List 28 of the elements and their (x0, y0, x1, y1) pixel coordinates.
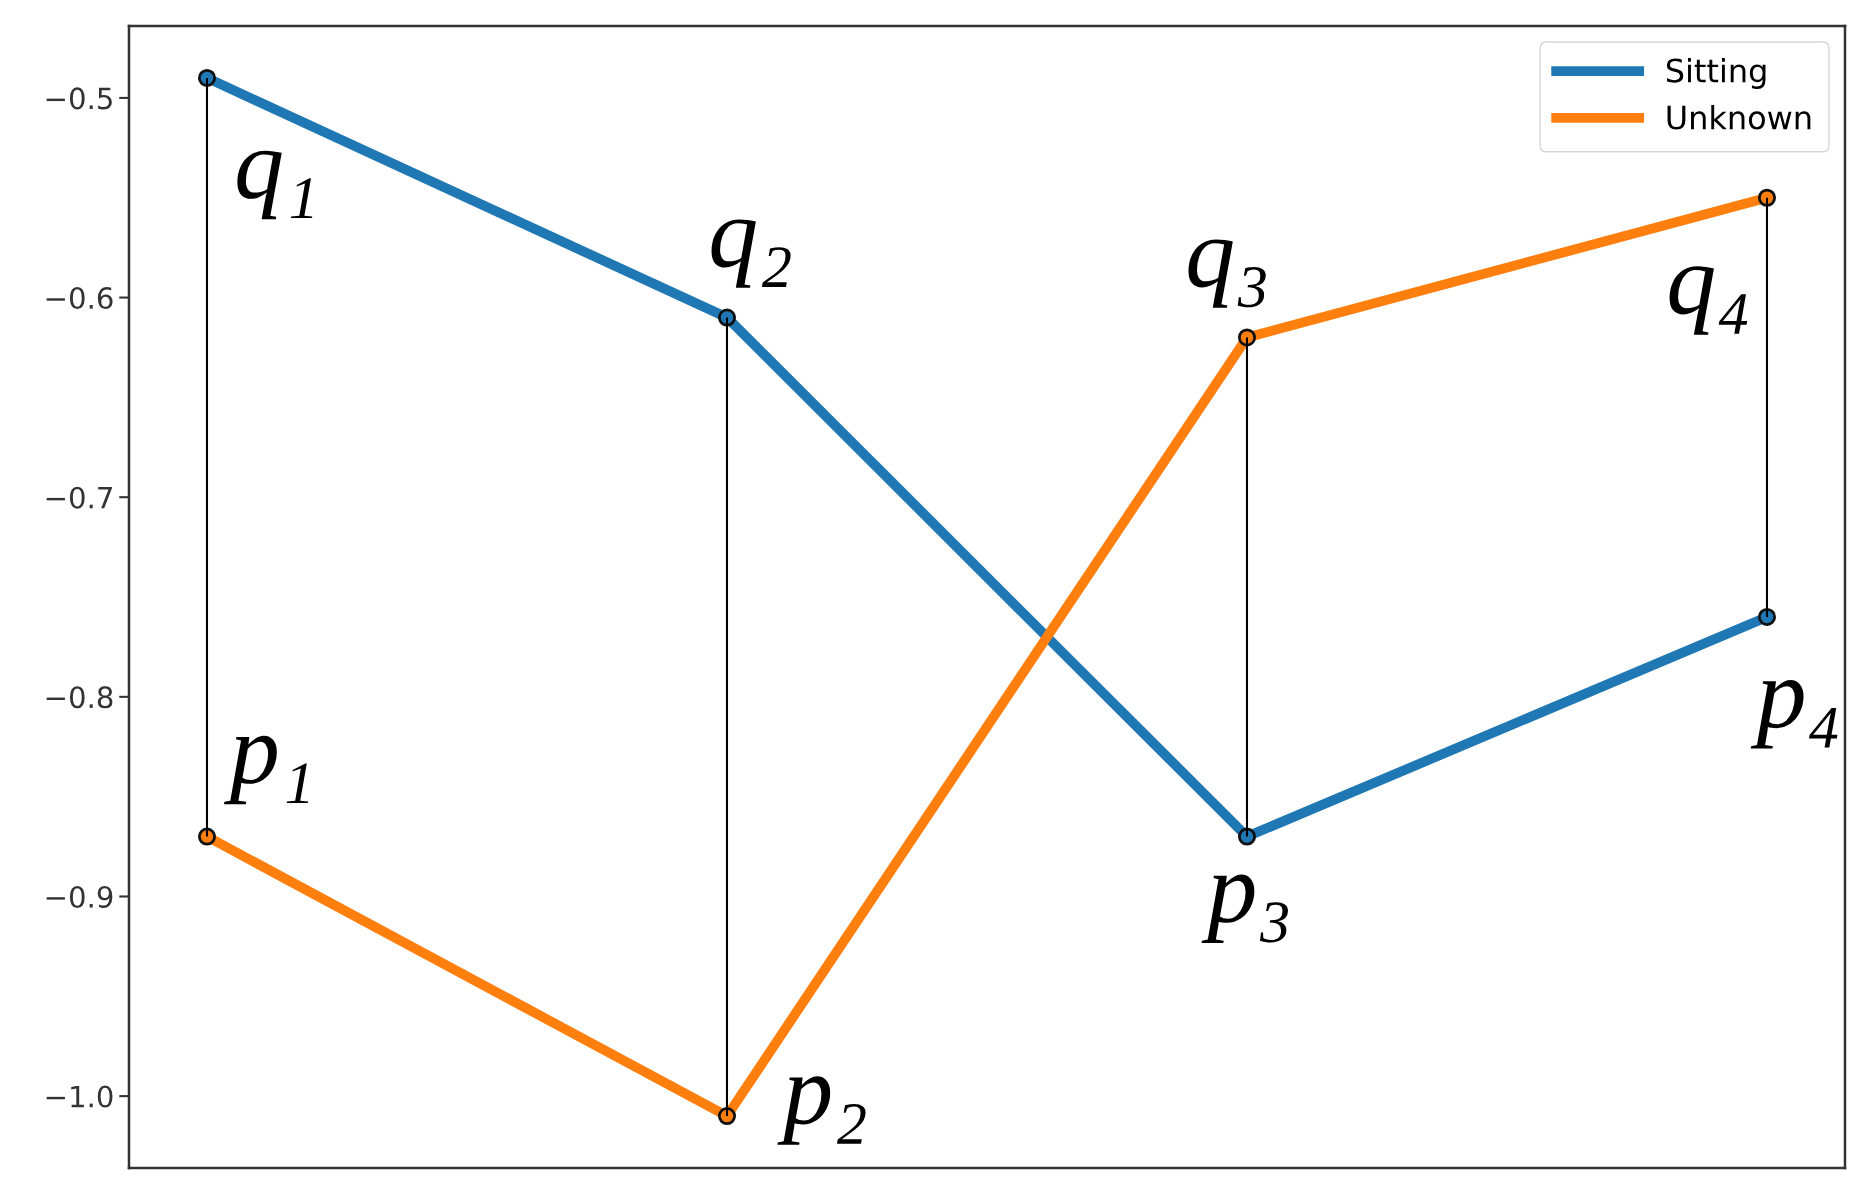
data-label: q₃ (1188, 239, 1266, 308)
y-tick-label: −0.7 (46, 486, 112, 509)
legend-label: Unknown (1667, 104, 1811, 130)
data-label: p₃ (1201, 874, 1288, 944)
bar (205, 77, 209, 837)
data-label: p₂ (777, 1076, 866, 1145)
point (1237, 328, 1257, 347)
point (197, 827, 217, 846)
data-label: q₄ (1669, 266, 1748, 335)
point (1757, 607, 1777, 627)
point (717, 1107, 737, 1126)
bar (1245, 337, 1249, 837)
legend-label: Sitting (1666, 58, 1766, 89)
y-tick-label: −0.9 (46, 885, 113, 908)
y-tick-label: −0.6 (46, 287, 113, 310)
point (1757, 188, 1777, 207)
bar (725, 317, 729, 1117)
y-tick-label: −0.8 (46, 686, 113, 709)
data-label: q₁ (237, 150, 313, 220)
bar (1765, 197, 1769, 617)
point (1237, 827, 1257, 846)
point (717, 308, 737, 327)
data-label: p₄ (1750, 680, 1838, 749)
y-tick-label: −1.0 (46, 1085, 113, 1108)
y-tick-label: −0.5 (46, 87, 112, 110)
point (197, 68, 217, 87)
data-label: q₂ (711, 219, 791, 288)
data-label: p₁ (224, 735, 309, 805)
